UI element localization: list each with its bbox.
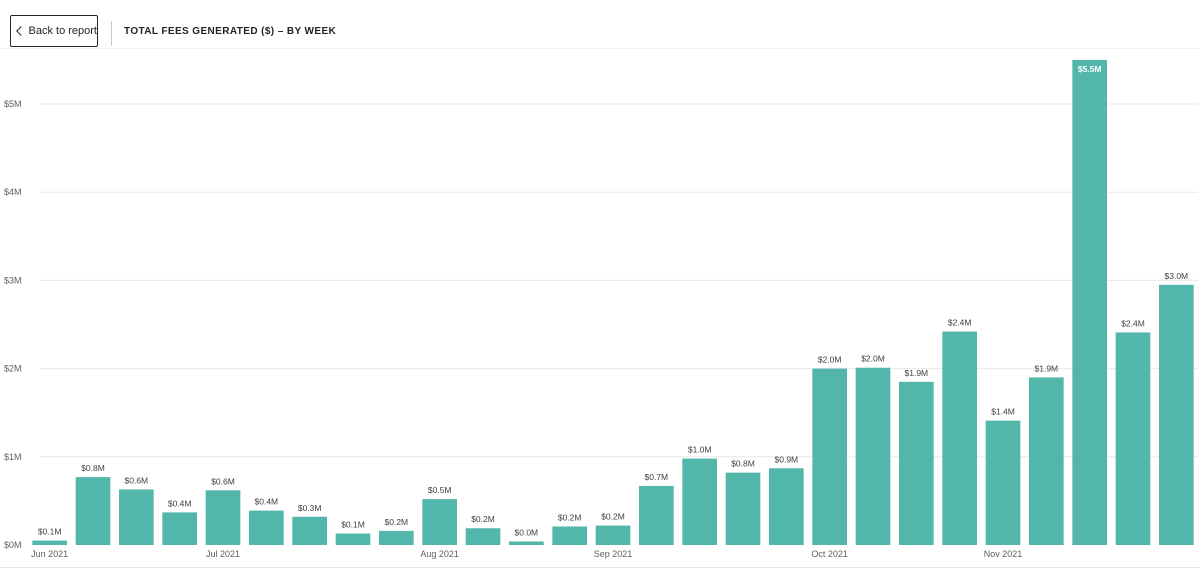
x-tick-label: Jun 2021	[31, 549, 68, 559]
data-label: $2.4M	[1121, 318, 1145, 328]
bar	[1029, 377, 1064, 545]
data-label: $0.2M	[601, 512, 625, 522]
y-tick-label: $3M	[4, 275, 22, 285]
back-button-label: Back to report	[28, 25, 97, 37]
bar	[292, 516, 327, 545]
bar	[855, 367, 891, 545]
data-label: $1.9M	[1035, 363, 1059, 373]
data-label: $0.5M	[428, 485, 452, 495]
bar	[422, 499, 457, 545]
bar	[32, 540, 67, 545]
data-label: $0.2M	[558, 512, 582, 522]
bar	[509, 541, 544, 545]
bar	[75, 477, 111, 545]
data-label: $0.6M	[211, 476, 235, 486]
bar	[249, 510, 284, 545]
y-tick-label: $5M	[4, 99, 22, 109]
data-label: $3.0M	[1165, 271, 1189, 281]
bar	[335, 533, 371, 545]
data-label: $2.0M	[818, 355, 842, 365]
y-tick-label: $0M	[4, 540, 22, 550]
y-tick-label: $4M	[4, 187, 22, 197]
data-label: $0.2M	[471, 514, 495, 524]
data-label: $0.7M	[645, 472, 669, 482]
data-label: $0.2M	[385, 517, 409, 527]
bar	[552, 526, 587, 545]
bar	[812, 368, 847, 545]
bar	[899, 381, 934, 545]
bar	[595, 525, 631, 545]
data-label: $2.4M	[948, 318, 972, 328]
data-label: $0.1M	[38, 527, 62, 537]
y-tick-label: $2M	[4, 364, 22, 374]
x-tick-label: Oct 2021	[811, 549, 848, 559]
bar	[985, 420, 1021, 545]
bar	[162, 512, 197, 545]
y-tick-label: $1M	[4, 452, 22, 462]
data-label: $0.6M	[125, 475, 149, 485]
data-label: $0.9M	[775, 454, 799, 464]
bar	[682, 458, 717, 545]
bar	[942, 331, 977, 545]
x-tick-label: Sep 2021	[594, 549, 633, 559]
bar	[119, 489, 154, 545]
data-label: $0.8M	[81, 463, 105, 473]
bar	[769, 468, 804, 545]
data-label: $0.1M	[341, 520, 365, 530]
data-label: $0.4M	[255, 497, 279, 507]
bar	[465, 528, 501, 545]
bar	[205, 490, 241, 545]
chevron-left-icon	[16, 26, 22, 36]
data-label: $0.3M	[298, 503, 322, 513]
bar	[1115, 332, 1151, 545]
data-label: $1.4M	[991, 407, 1015, 417]
data-label: $0.8M	[731, 459, 755, 469]
bar	[1072, 59, 1107, 546]
chart-title: TOTAL FEES GENERATED ($) – BY WEEK	[124, 26, 337, 37]
bar	[725, 472, 761, 545]
bottom-border	[0, 567, 1200, 568]
bar	[379, 530, 414, 545]
x-tick-label: Nov 2021	[984, 549, 1023, 559]
data-label: $1.0M	[688, 445, 712, 455]
x-tick-label: Aug 2021	[420, 549, 459, 559]
data-label: $5.5M	[1078, 64, 1102, 74]
bar	[639, 485, 674, 545]
bar	[1159, 284, 1194, 545]
data-label: $0.4M	[168, 498, 192, 508]
data-label: $2.0M	[861, 354, 885, 364]
x-tick-label: Jul 2021	[206, 549, 240, 559]
data-label: $1.9M	[905, 368, 929, 378]
back-to-report-button[interactable]: Back to report	[10, 15, 98, 47]
header-bar: Back to report TOTAL FEES GENERATED ($) …	[0, 0, 1200, 49]
header-divider	[111, 21, 112, 46]
data-label: $0.0M	[515, 527, 539, 537]
